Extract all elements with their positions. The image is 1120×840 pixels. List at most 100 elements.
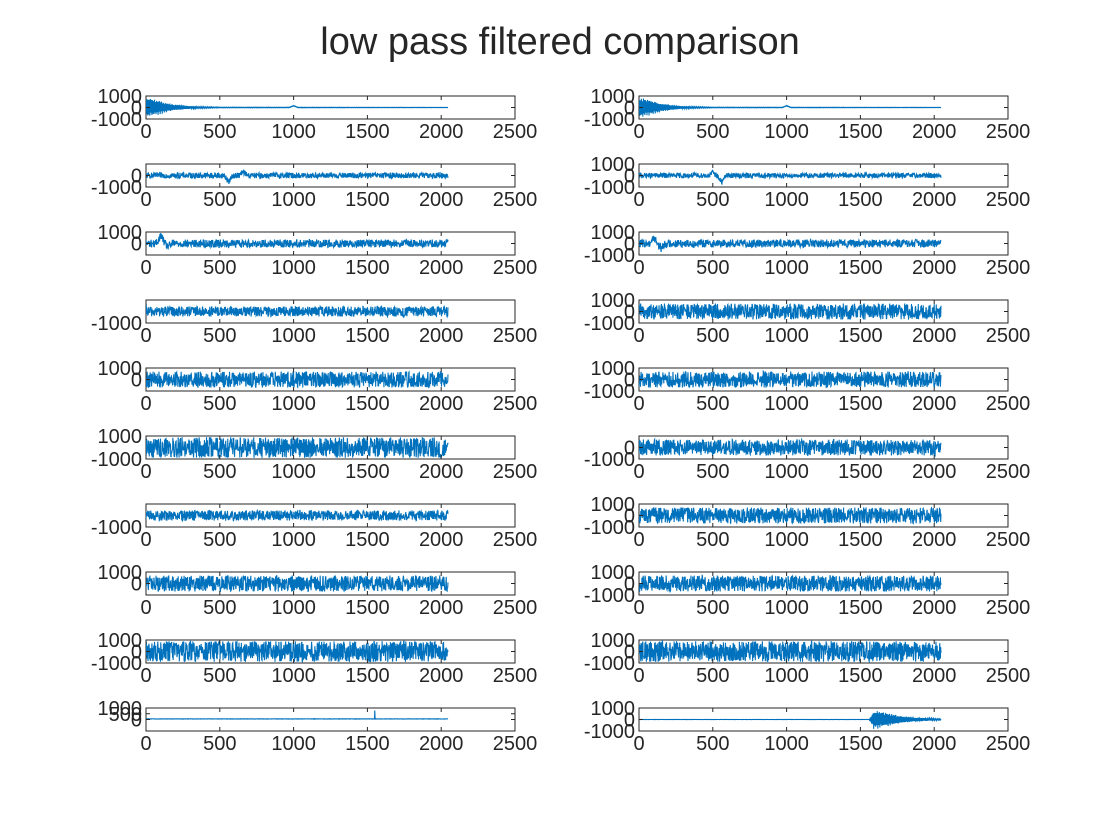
y-tick-label: 0 <box>624 710 635 732</box>
x-tick-label: 1500 <box>345 189 390 211</box>
x-tick-label: 0 <box>140 597 151 619</box>
x-tick-label: 2000 <box>419 733 464 755</box>
x-tick-label: 2000 <box>419 665 464 687</box>
series-line <box>639 235 942 253</box>
x-tick-label: 2000 <box>419 529 464 551</box>
y-tick-label: -1000 <box>584 381 635 403</box>
series-line <box>639 711 942 729</box>
x-tick-label: 500 <box>203 189 236 211</box>
y-tick-label: -1000 <box>91 449 142 471</box>
x-tick-label: 1500 <box>838 325 883 347</box>
x-tick-label: 2500 <box>493 461 538 483</box>
y-tick-label: -1000 <box>584 585 635 607</box>
series-line <box>639 437 942 458</box>
x-tick-label: 500 <box>696 597 729 619</box>
series-line <box>639 640 942 663</box>
x-tick-label: 2500 <box>986 461 1031 483</box>
y-tick-label: 0 <box>624 574 635 596</box>
x-tick-label: 500 <box>203 733 236 755</box>
x-tick-label: 2500 <box>493 529 538 551</box>
x-tick-label: 0 <box>140 393 151 415</box>
x-tick-label: 1000 <box>764 393 809 415</box>
y-tick-label: 0 <box>624 642 635 664</box>
y-tick-label: 0 <box>131 574 142 596</box>
x-tick-label: 1000 <box>271 189 316 211</box>
y-tick-label: 0 <box>624 98 635 120</box>
x-tick-label: 0 <box>633 461 644 483</box>
series-line <box>146 710 449 720</box>
series-line <box>639 369 942 389</box>
y-tick-label: -1000 <box>91 109 142 131</box>
y-tick-label: 0 <box>131 710 142 732</box>
x-tick-label: 0 <box>633 257 644 279</box>
x-tick-label: 1500 <box>345 121 390 143</box>
x-tick-label: 1000 <box>764 461 809 483</box>
x-tick-label: 2500 <box>493 665 538 687</box>
x-tick-label: 500 <box>696 325 729 347</box>
y-tick-label: 1000 <box>98 426 143 448</box>
x-tick-label: 0 <box>140 461 151 483</box>
x-tick-label: 1000 <box>764 257 809 279</box>
x-tick-label: 500 <box>203 461 236 483</box>
x-tick-label: 1500 <box>345 733 390 755</box>
series-line <box>639 98 942 117</box>
x-tick-label: 2500 <box>493 121 538 143</box>
x-tick-label: 2000 <box>419 257 464 279</box>
x-tick-label: 2000 <box>419 325 464 347</box>
y-tick-label: 0 <box>624 370 635 392</box>
x-tick-label: 1500 <box>838 665 883 687</box>
y-tick-label: -1000 <box>584 313 635 335</box>
x-tick-label: 2500 <box>986 393 1031 415</box>
x-tick-label: 1500 <box>345 597 390 619</box>
y-tick-label: 1000 <box>591 222 636 244</box>
y-tick-label: 1000 <box>98 562 143 584</box>
x-tick-label: 0 <box>140 325 151 347</box>
y-tick-label: 0 <box>131 642 142 664</box>
x-tick-label: 1500 <box>345 461 390 483</box>
x-tick-label: 2500 <box>986 189 1031 211</box>
x-tick-label: 1500 <box>838 189 883 211</box>
y-tick-label: 0 <box>624 438 635 460</box>
x-tick-label: 2500 <box>493 189 538 211</box>
x-tick-label: 2000 <box>419 461 464 483</box>
y-tick-label: 0 <box>131 370 142 392</box>
x-tick-label: 500 <box>203 529 236 551</box>
y-tick-label: 0 <box>624 234 635 256</box>
x-tick-label: 1500 <box>838 257 883 279</box>
y-tick-label: 0 <box>131 98 142 120</box>
x-tick-label: 2000 <box>912 121 957 143</box>
x-tick-label: 500 <box>696 257 729 279</box>
y-tick-label: 1000 <box>591 562 636 584</box>
y-tick-label: 1000 <box>591 358 636 380</box>
x-tick-label: 0 <box>633 325 644 347</box>
x-tick-label: 2000 <box>912 393 957 415</box>
y-tick-label: -1000 <box>584 449 635 471</box>
x-tick-label: 500 <box>696 461 729 483</box>
x-tick-label: 1000 <box>271 597 316 619</box>
x-tick-label: 2500 <box>493 733 538 755</box>
x-tick-label: 1500 <box>838 461 883 483</box>
series-line <box>146 508 449 523</box>
x-tick-label: 0 <box>140 733 151 755</box>
x-tick-label: 1000 <box>271 529 316 551</box>
x-tick-label: 2500 <box>986 121 1031 143</box>
x-tick-label: 0 <box>140 121 151 143</box>
x-tick-label: 0 <box>633 393 644 415</box>
x-tick-label: 0 <box>140 257 151 279</box>
y-tick-label: 1000 <box>591 290 636 312</box>
y-tick-label: 1000 <box>591 154 636 176</box>
series-line <box>146 304 449 319</box>
x-tick-label: 1500 <box>838 121 883 143</box>
x-tick-label: 2500 <box>493 325 538 347</box>
